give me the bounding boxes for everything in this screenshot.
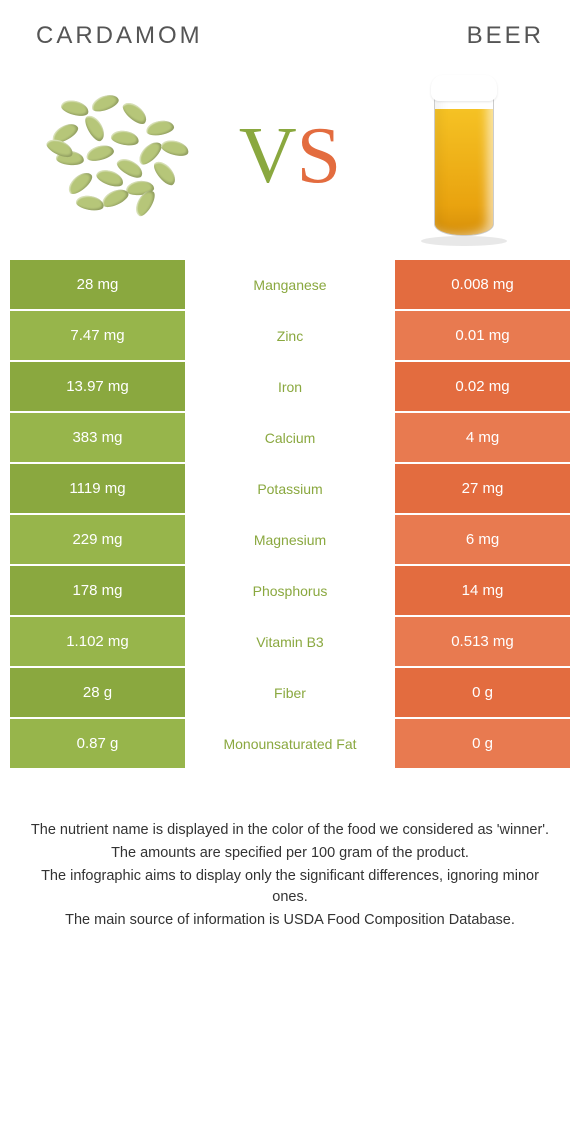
table-row: 13.97 mgIron0.02 mg xyxy=(10,362,570,413)
nutrient-name: Manganese xyxy=(185,260,395,309)
footer-line: The main source of information is USDA F… xyxy=(28,910,552,931)
nutrient-name: Monounsaturated Fat xyxy=(185,719,395,768)
table-row: 178 mgPhosphorus14 mg xyxy=(10,566,570,617)
table-row: 229 mgMagnesium6 mg xyxy=(10,515,570,566)
value-right: 0.008 mg xyxy=(395,260,570,309)
value-right: 27 mg xyxy=(395,464,570,513)
value-left: 229 mg xyxy=(10,515,185,564)
value-left: 1119 mg xyxy=(10,464,185,513)
value-left: 383 mg xyxy=(10,413,185,462)
nutrient-name: Calcium xyxy=(185,413,395,462)
footer-line: The infographic aims to display only the… xyxy=(28,866,552,908)
value-right: 0 g xyxy=(395,668,570,717)
value-left: 178 mg xyxy=(10,566,185,615)
nutrient-name: Iron xyxy=(185,362,395,411)
vs-s: S xyxy=(297,112,342,200)
value-left: 28 g xyxy=(10,668,185,717)
nutrient-table: 28 mgManganese0.008 mg7.47 mgZinc0.01 mg… xyxy=(10,260,570,770)
value-left: 7.47 mg xyxy=(10,311,185,360)
value-right: 0.01 mg xyxy=(395,311,570,360)
nutrient-name: Fiber xyxy=(185,668,395,717)
value-right: 6 mg xyxy=(395,515,570,564)
table-row: 383 mgCalcium4 mg xyxy=(10,413,570,464)
title-left: CARDAMOM xyxy=(36,22,203,50)
value-right: 14 mg xyxy=(395,566,570,615)
table-row: 28 gFiber0 g xyxy=(10,668,570,719)
value-right: 0 g xyxy=(395,719,570,768)
header: CARDAMOM BEER xyxy=(0,0,580,60)
value-right: 4 mg xyxy=(395,413,570,462)
value-left: 13.97 mg xyxy=(10,362,185,411)
nutrient-name: Zinc xyxy=(185,311,395,360)
footer-line: The nutrient name is displayed in the co… xyxy=(28,820,552,841)
nutrient-name: Magnesium xyxy=(185,515,395,564)
value-left: 28 mg xyxy=(10,260,185,309)
nutrient-name: Vitamin B3 xyxy=(185,617,395,666)
vs-v: V xyxy=(239,112,297,200)
vs-label: VS xyxy=(239,111,341,202)
hero-row: VS xyxy=(0,60,580,260)
cardamom-image xyxy=(36,76,196,236)
table-row: 1.102 mgVitamin B30.513 mg xyxy=(10,617,570,668)
footer-notes: The nutrient name is displayed in the co… xyxy=(0,770,580,931)
table-row: 0.87 gMonounsaturated Fat0 g xyxy=(10,719,570,770)
nutrient-name: Potassium xyxy=(185,464,395,513)
nutrient-name: Phosphorus xyxy=(185,566,395,615)
table-row: 7.47 mgZinc0.01 mg xyxy=(10,311,570,362)
title-right: BEER xyxy=(467,22,544,50)
value-right: 0.02 mg xyxy=(395,362,570,411)
beer-image xyxy=(384,76,544,236)
value-left: 1.102 mg xyxy=(10,617,185,666)
value-right: 0.513 mg xyxy=(395,617,570,666)
table-row: 1119 mgPotassium27 mg xyxy=(10,464,570,515)
table-row: 28 mgManganese0.008 mg xyxy=(10,260,570,311)
footer-line: The amounts are specified per 100 gram o… xyxy=(28,843,552,864)
value-left: 0.87 g xyxy=(10,719,185,768)
